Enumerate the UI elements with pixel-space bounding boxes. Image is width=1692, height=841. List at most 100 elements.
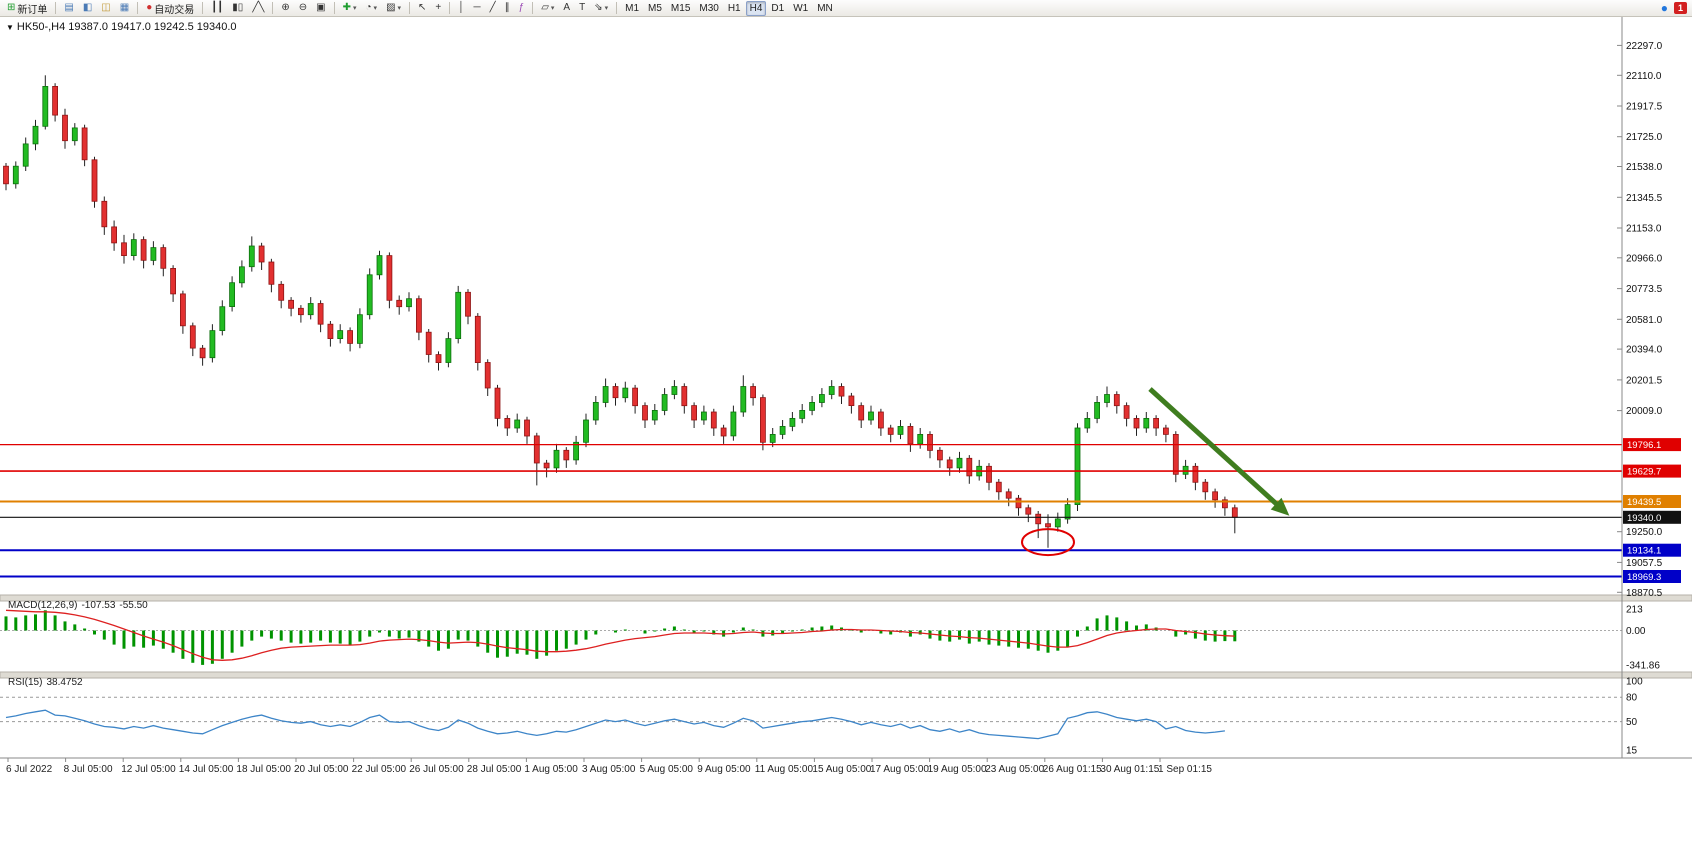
bar-chart-icon: ┃┃ (211, 2, 224, 13)
market-watch-button[interactable]: ▤ (60, 1, 77, 16)
horizontal-line-button[interactable]: ─ (470, 1, 485, 16)
crosshair-icon: + (435, 2, 442, 13)
vertical-line-button[interactable]: │ (454, 1, 468, 16)
level-price-text: 18969.3 (1627, 572, 1661, 583)
panel-splitter[interactable] (0, 671, 1692, 679)
time-tick-label: 26 Aug 01:15 (1043, 764, 1102, 775)
price-tick-label: 22110.0 (1626, 71, 1662, 82)
toolbar-separator (272, 2, 274, 14)
price-tick-label: 20201.5 (1626, 375, 1663, 386)
price-tick-label: 21725.0 (1626, 132, 1663, 143)
time-tick-label: 11 Aug 05:00 (755, 764, 814, 775)
panel-splitter[interactable] (0, 594, 1692, 602)
macd-axis-label: -341.86 (1626, 661, 1660, 672)
timeframe-m1-button[interactable]: M1 (621, 1, 643, 16)
text-button[interactable]: A (559, 1, 574, 16)
rsi-name: RSI(15) (8, 677, 43, 688)
highlight-ellipse[interactable] (1021, 528, 1075, 557)
cursor-button[interactable]: ↖ (414, 1, 430, 16)
timeframe-m5-button[interactable]: M5 (644, 1, 666, 16)
time-tick-label: 28 Jul 05:00 (467, 764, 522, 775)
navigator-button[interactable]: ◫ (97, 1, 114, 16)
price-panel[interactable] (0, 75, 1622, 578)
market-watch-icon: ▤ (64, 2, 74, 13)
macd-axis-label: 213 (1626, 605, 1643, 616)
timeframe-w1-button-label: W1 (793, 2, 809, 14)
navigator-icon: ◫ (101, 2, 111, 13)
candlestick-series (3, 75, 1238, 548)
macd-signal-value: -55.50 (119, 600, 148, 611)
level-price-text: 19629.7 (1627, 467, 1661, 478)
horizontal-line-icon: ─ (473, 2, 481, 13)
trendline-icon: ╱ (489, 2, 496, 13)
chart-area[interactable]: 22297.0 22110.0 21917.5 21725.0 21538.0 21345… (0, 17, 1692, 841)
level-price-label (1623, 510, 1681, 524)
macd-panel[interactable] (0, 609, 1622, 665)
line-chart-button[interactable]: ╱╲ (248, 1, 268, 16)
fibonacci-icon: ƒ (518, 2, 525, 13)
time-tick-label: 9 Aug 05:00 (697, 764, 751, 775)
channel-button[interactable]: ∥ (501, 1, 514, 16)
timeframe-m15-button-label: M15 (670, 2, 691, 14)
time-tick-label: 17 Aug 05:00 (870, 764, 929, 775)
rsi-value: 38.4752 (46, 677, 83, 688)
price-axis: 22297.0 22110.0 21917.5 21725.0 21538.0 21345… (1617, 17, 1681, 758)
notification-icon[interactable]: ● (1660, 1, 1668, 15)
timeframe-m5-button-label: M5 (648, 2, 662, 14)
text-label-button[interactable]: T (575, 1, 589, 16)
time-tick-label: 14 Jul 05:00 (179, 764, 234, 775)
timeframe-m30-button-label: M30 (699, 2, 719, 14)
rsi-axis-label: 50 (1626, 717, 1638, 728)
channel-icon: ∥ (504, 2, 510, 13)
time-tick-label: 22 Jul 05:00 (352, 764, 407, 775)
news-count-badge[interactable]: 1 (1673, 2, 1687, 14)
timeframe-m15-button[interactable]: M15 (667, 1, 694, 16)
terminal-button[interactable]: ▦ (116, 1, 133, 16)
rsi-panel[interactable] (0, 696, 1622, 740)
level-price-text: 19439.5 (1627, 497, 1661, 508)
templates-icon: ▨ (386, 2, 396, 13)
tile-windows-button[interactable]: ▣ (312, 1, 329, 16)
indicators-button[interactable]: ✚ ▾ (339, 1, 361, 16)
toolbar-status-area: ● 1 (1661, 2, 1689, 14)
autotrading-button[interactable]: ● 自动交易 (142, 1, 198, 16)
timeframe-m30-button[interactable]: M30 (695, 1, 722, 16)
templates-button[interactable]: ▨ ▾ (382, 1, 405, 16)
zoom-in-button[interactable]: ⊕ (277, 1, 293, 16)
candlestick-button[interactable]: ▮▯ (228, 1, 247, 16)
collapse-toolbar-icon[interactable]: ▼ (6, 23, 14, 32)
trend-arrow[interactable] (1148, 387, 1284, 511)
text-icon: A (563, 2, 571, 13)
bar-chart-button[interactable]: ┃┃ (207, 1, 227, 16)
zoom-in-icon: ⊕ (281, 2, 290, 13)
periods-button[interactable]: ◔ ▾ (362, 1, 382, 16)
dropdown-caret-icon: ▾ (352, 5, 357, 12)
level-price-text: 19796.1 (1627, 440, 1661, 451)
rsi-line (5, 709, 1225, 740)
new-order-button[interactable]: ⊞ 新订单 (3, 1, 51, 16)
autotrading-button-label: 自动交易 (154, 4, 195, 16)
timeframe-h4-button[interactable]: H4 (745, 0, 767, 16)
price-tick-label: 20009.0 (1626, 406, 1663, 417)
zoom-out-button[interactable]: ⊖ (295, 1, 311, 16)
timeframe-d1-button[interactable]: D1 (767, 1, 788, 16)
timeframe-h1-button[interactable]: H1 (724, 1, 745, 16)
time-tick-label: 3 Aug 05:00 (582, 764, 636, 775)
level-price-label (1623, 495, 1681, 508)
data-window-button[interactable]: ◧ (79, 1, 96, 16)
timeframe-mn-button[interactable]: MN (813, 1, 837, 16)
price-tick-label: 20394.0 (1626, 345, 1663, 356)
new-order-button-label: 新订单 (17, 4, 48, 16)
arrows-button[interactable]: ⇘ ▾ (590, 1, 612, 16)
horizontal-levels[interactable] (0, 444, 1622, 578)
crosshair-button[interactable]: + (431, 1, 445, 16)
price-tick-label: 20581.0 (1626, 315, 1663, 326)
price-tick-label: 19250.0 (1626, 527, 1663, 538)
fibonacci-button[interactable]: ƒ (515, 1, 529, 16)
shapes-button[interactable]: ▱ ▾ (537, 1, 558, 16)
level-price-label (1623, 438, 1681, 452)
timeframe-w1-button[interactable]: W1 (789, 1, 812, 16)
dropdown-caret-icon: ▾ (604, 5, 609, 12)
trendline-button[interactable]: ╱ (486, 1, 500, 16)
time-tick-label: 12 Jul 05:00 (121, 764, 176, 775)
